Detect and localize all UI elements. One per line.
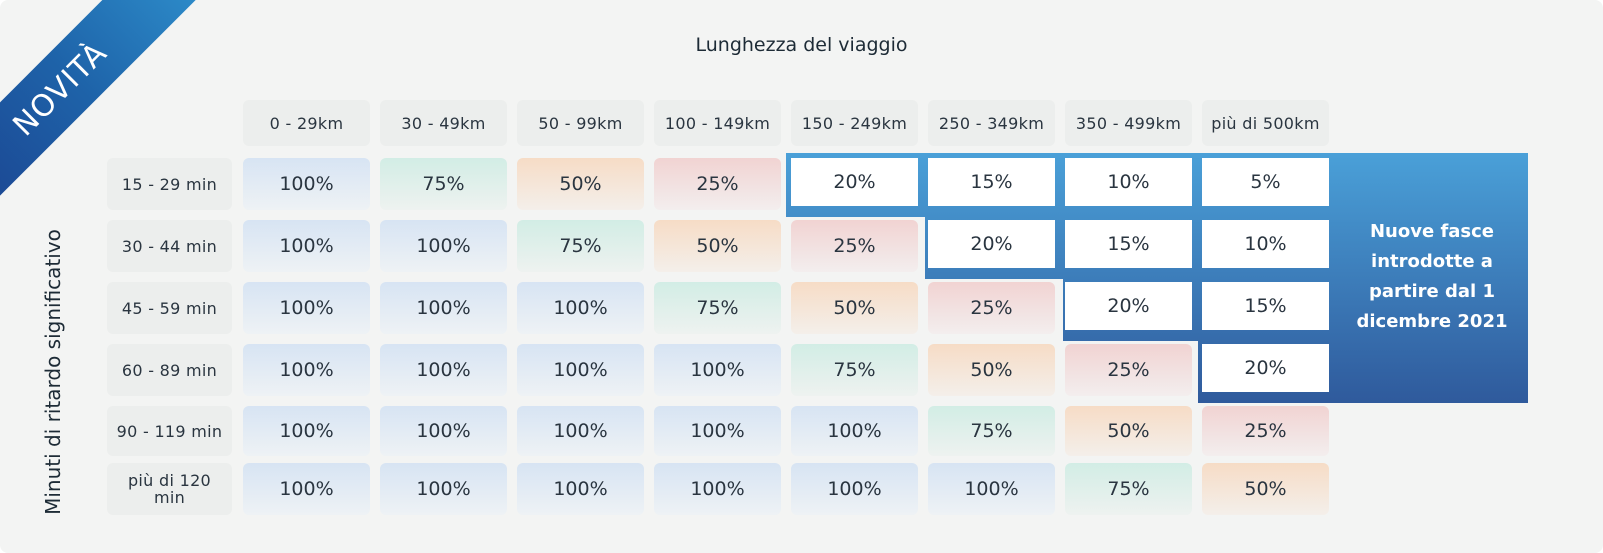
table-cell: 50% [654,220,781,272]
row-header: 60 - 89 min [107,344,232,396]
row-header: 90 - 119 min [107,406,232,456]
y-axis-label: Minuti di ritardo significativo [41,229,65,515]
table-cell: 100% [380,220,507,272]
new-band-cell: 20% [928,220,1055,268]
table-cell: 100% [928,463,1055,515]
table-cell: 100% [791,406,918,456]
table-cell: 100% [380,463,507,515]
table-cell: 75% [654,282,781,334]
table-cell: 75% [791,344,918,396]
new-band-cell: 15% [1065,220,1192,268]
column-header: 350 - 499km [1065,100,1192,146]
table-cell: 25% [791,220,918,272]
row-header: 30 - 44 min [107,220,232,272]
column-header: 0 - 29km [243,100,370,146]
table-cell: 100% [380,344,507,396]
new-band-cell: 15% [928,158,1055,206]
column-header: più di 500km [1202,100,1329,146]
table-cell: 25% [654,158,781,210]
table-cell: 100% [380,406,507,456]
table-cell: 75% [380,158,507,210]
table-cell: 75% [928,406,1055,456]
table-cell: 75% [1065,463,1192,515]
table-cell: 100% [243,344,370,396]
row-header: più di 120 min [107,463,232,515]
table-cell: 50% [1065,406,1192,456]
new-band-cell: 15% [1202,282,1329,330]
new-bands-note: Nuove fasce introdotte a partire dal 1 d… [1356,221,1508,332]
new-band-cell: 10% [1202,220,1329,268]
table-cell: 100% [654,406,781,456]
table-cell: 50% [791,282,918,334]
new-band-cell: 20% [1065,282,1192,330]
table-cell: 25% [1202,406,1329,456]
table-cell: 100% [243,463,370,515]
table-cell: 50% [928,344,1055,396]
table-cell: 50% [517,158,644,210]
table-cell: 100% [791,463,918,515]
table-cell: 100% [243,220,370,272]
table-cell: 100% [654,344,781,396]
row-header: 45 - 59 min [107,282,232,334]
table-cell: 25% [928,282,1055,334]
table-cell: 100% [654,463,781,515]
new-band-cell: 20% [791,158,918,206]
table-cell: 25% [1065,344,1192,396]
table-cell: 75% [517,220,644,272]
new-band-cell: 10% [1065,158,1192,206]
column-header: 50 - 99km [517,100,644,146]
table-cell: 50% [1202,463,1329,515]
row-header: 15 - 29 min [107,158,232,210]
table-cell: 100% [517,406,644,456]
column-header: 250 - 349km [928,100,1055,146]
table-cell: 100% [243,406,370,456]
column-header: 100 - 149km [654,100,781,146]
column-header: 30 - 49km [380,100,507,146]
table-title: Lunghezza del viaggio [695,34,908,56]
table-cell: 100% [517,344,644,396]
table-cell: 100% [243,282,370,334]
column-header: 150 - 249km [791,100,918,146]
table-cell: 100% [517,282,644,334]
table-cell: 100% [243,158,370,210]
new-band-cell: 20% [1202,344,1329,392]
table-cell: 100% [517,463,644,515]
table-cell: 100% [380,282,507,334]
new-band-cell: 5% [1202,158,1329,206]
